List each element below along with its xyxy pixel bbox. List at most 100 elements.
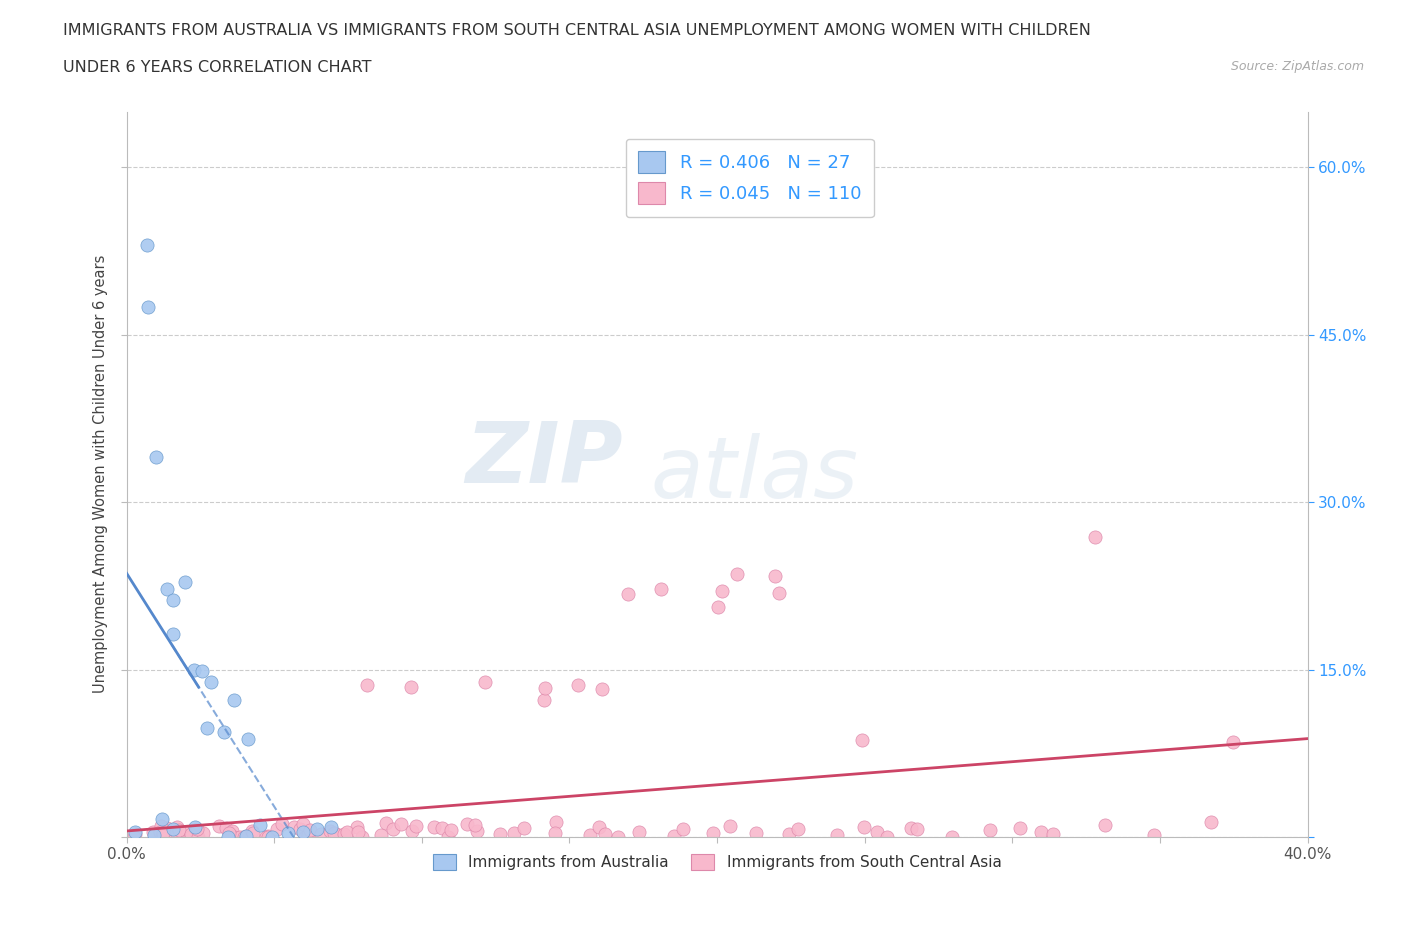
Point — [149, 825, 172, 840]
Point — [212, 724, 235, 739]
Point — [256, 829, 278, 844]
Text: IMMIGRANTS FROM AUSTRALIA VS IMMIGRANTS FROM SOUTH CENTRAL ASIA UNEMPLOYMENT AMO: IMMIGRANTS FROM AUSTRALIA VS IMMIGRANTS … — [63, 23, 1091, 38]
Point — [156, 821, 179, 836]
Point — [162, 821, 184, 836]
Point — [370, 828, 392, 843]
Point — [124, 824, 146, 839]
Y-axis label: Unemployment Among Women with Children Under 6 years: Unemployment Among Women with Children U… — [93, 255, 108, 694]
Point — [405, 818, 427, 833]
Point — [662, 829, 685, 844]
Point — [422, 819, 444, 834]
Point — [336, 825, 359, 840]
Point — [238, 732, 260, 747]
Point — [544, 815, 567, 830]
Point — [190, 664, 212, 679]
Point — [288, 821, 311, 836]
Point — [319, 823, 342, 838]
Point — [235, 829, 257, 844]
Point — [179, 830, 201, 844]
Text: atlas: atlas — [651, 432, 859, 516]
Point — [474, 674, 496, 689]
Point — [502, 826, 524, 841]
Point — [124, 827, 146, 842]
Point — [745, 826, 768, 841]
Point — [145, 450, 167, 465]
Point — [430, 821, 453, 836]
Point — [543, 826, 565, 841]
Point — [283, 819, 305, 834]
Point — [166, 819, 188, 834]
Point — [249, 817, 271, 832]
Point — [200, 674, 222, 689]
Point — [900, 820, 922, 835]
Point — [534, 681, 557, 696]
Text: ZIP: ZIP — [465, 418, 623, 501]
Point — [389, 817, 412, 831]
Point — [567, 677, 589, 692]
Point — [672, 821, 695, 836]
Point — [725, 567, 748, 582]
Point — [382, 822, 405, 837]
Point — [183, 819, 205, 834]
Point — [617, 587, 640, 602]
Point — [1029, 825, 1052, 840]
Point — [307, 822, 329, 837]
Point — [186, 822, 208, 837]
Point — [142, 825, 165, 840]
Point — [165, 824, 187, 839]
Point — [1094, 817, 1116, 832]
Point — [195, 721, 218, 736]
Point — [866, 825, 889, 840]
Point — [1143, 828, 1166, 843]
Point — [169, 823, 191, 838]
Point — [579, 828, 602, 843]
Point — [270, 817, 292, 831]
Point — [254, 830, 277, 844]
Point — [208, 818, 231, 833]
Point — [322, 826, 344, 841]
Point — [1042, 827, 1064, 842]
Point — [156, 582, 179, 597]
Point — [221, 824, 243, 839]
Point — [765, 568, 787, 583]
Point — [588, 819, 610, 834]
Point — [591, 682, 613, 697]
Point — [222, 830, 245, 844]
Point — [346, 820, 368, 835]
Point — [191, 826, 214, 841]
Point — [347, 825, 370, 840]
Point — [437, 830, 460, 844]
Point — [174, 574, 197, 589]
Point — [214, 821, 236, 836]
Point — [183, 663, 205, 678]
Point — [711, 584, 734, 599]
Point — [465, 824, 488, 839]
Point — [401, 823, 423, 838]
Point — [176, 826, 198, 841]
Point — [350, 830, 373, 844]
Point — [707, 599, 730, 614]
Point — [240, 824, 263, 839]
Point — [650, 581, 672, 596]
Point — [186, 829, 208, 844]
Point — [786, 822, 808, 837]
Point — [333, 827, 356, 842]
Point — [162, 592, 184, 607]
Point — [143, 827, 166, 842]
Point — [488, 827, 510, 842]
Point — [876, 830, 898, 844]
Point — [149, 818, 172, 833]
Point — [1083, 529, 1105, 544]
Point — [294, 830, 316, 844]
Point — [325, 826, 347, 841]
Point — [627, 825, 650, 840]
Point — [319, 820, 342, 835]
Point — [299, 823, 322, 838]
Point — [593, 826, 616, 841]
Point — [224, 693, 246, 708]
Point — [718, 818, 741, 833]
Point — [374, 816, 396, 830]
Point — [768, 585, 790, 600]
Point — [905, 821, 928, 836]
Point — [150, 825, 173, 840]
